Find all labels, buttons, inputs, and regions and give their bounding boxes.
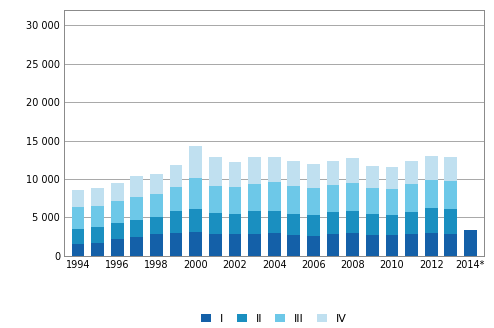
Bar: [288, 161, 300, 186]
Bar: [385, 215, 398, 235]
Bar: [91, 243, 104, 256]
Bar: [327, 212, 339, 234]
Bar: [445, 157, 457, 180]
Bar: [288, 214, 300, 235]
Bar: [268, 182, 281, 211]
Bar: [366, 188, 379, 214]
Bar: [288, 186, 300, 214]
Bar: [248, 184, 261, 211]
Bar: [307, 236, 320, 256]
Bar: [72, 244, 84, 256]
Bar: [111, 223, 124, 239]
Bar: [229, 234, 241, 256]
Bar: [111, 201, 124, 223]
Bar: [72, 229, 84, 244]
Bar: [346, 211, 359, 233]
Bar: [268, 233, 281, 256]
Bar: [405, 161, 418, 184]
Bar: [150, 194, 163, 217]
Bar: [288, 235, 300, 256]
Bar: [268, 157, 281, 182]
Bar: [91, 206, 104, 227]
Bar: [150, 234, 163, 256]
Bar: [405, 234, 418, 256]
Bar: [248, 157, 261, 184]
Bar: [405, 212, 418, 234]
Bar: [327, 161, 339, 185]
Bar: [307, 188, 320, 215]
Bar: [169, 187, 182, 211]
Bar: [346, 158, 359, 183]
Bar: [111, 183, 124, 201]
Legend: I, II, III, IV: I, II, III, IV: [201, 314, 347, 324]
Bar: [189, 209, 202, 232]
Bar: [327, 185, 339, 212]
Bar: [445, 209, 457, 234]
Bar: [169, 165, 182, 187]
Bar: [327, 234, 339, 256]
Bar: [130, 220, 143, 237]
Bar: [307, 215, 320, 236]
Bar: [385, 167, 398, 189]
Bar: [209, 234, 222, 256]
Bar: [425, 233, 438, 256]
Bar: [425, 208, 438, 233]
Bar: [229, 214, 241, 234]
Bar: [209, 157, 222, 186]
Bar: [366, 214, 379, 235]
Bar: [130, 176, 143, 197]
Bar: [366, 235, 379, 256]
Bar: [189, 232, 202, 256]
Bar: [150, 174, 163, 194]
Bar: [72, 207, 84, 229]
Bar: [346, 233, 359, 256]
Bar: [169, 233, 182, 256]
Bar: [385, 189, 398, 215]
Bar: [366, 166, 379, 188]
Bar: [248, 234, 261, 256]
Bar: [268, 211, 281, 233]
Bar: [209, 186, 222, 213]
Bar: [464, 231, 477, 256]
Bar: [72, 191, 84, 207]
Bar: [111, 239, 124, 256]
Bar: [130, 197, 143, 220]
Bar: [425, 156, 438, 180]
Bar: [307, 164, 320, 188]
Bar: [189, 178, 202, 209]
Bar: [229, 162, 241, 187]
Bar: [130, 237, 143, 256]
Bar: [209, 213, 222, 234]
Bar: [248, 211, 261, 234]
Bar: [445, 180, 457, 209]
Bar: [385, 235, 398, 256]
Bar: [425, 180, 438, 208]
Bar: [445, 234, 457, 256]
Bar: [229, 187, 241, 214]
Bar: [150, 217, 163, 234]
Bar: [91, 227, 104, 243]
Bar: [346, 183, 359, 211]
Bar: [189, 146, 202, 178]
Bar: [91, 188, 104, 206]
Bar: [405, 184, 418, 212]
Bar: [169, 211, 182, 233]
